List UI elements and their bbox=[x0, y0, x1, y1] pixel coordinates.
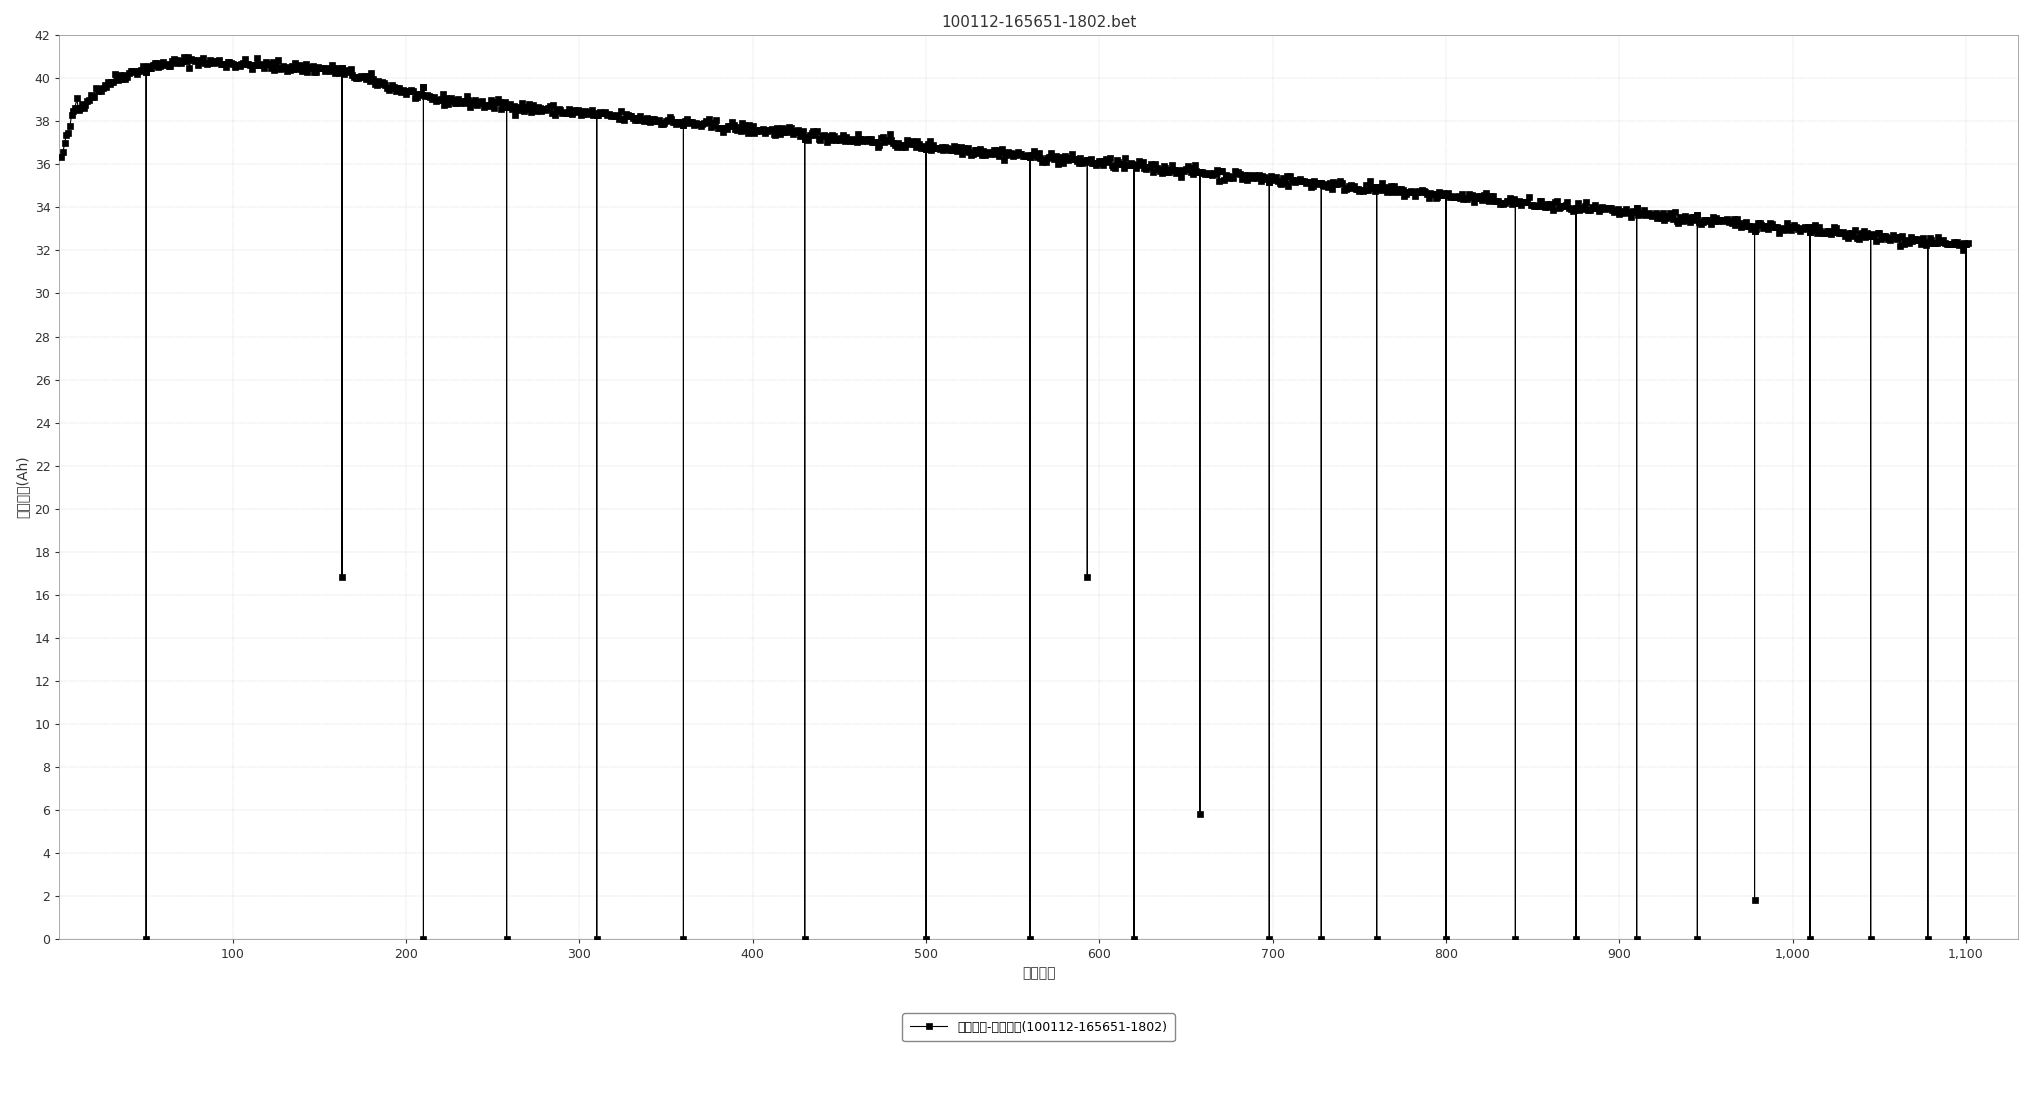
循环序号-放电容量(100112-165651-1802) bbox=[175, 50, 199, 64]
Y-axis label: 放电容量(Ah): 放电容量(Ah) bbox=[14, 456, 28, 519]
循环序号-放电容量(100112-165651-1802) bbox=[49, 150, 73, 163]
Line: 循环序号-放电容量(100112-165651-1802): 循环序号-放电容量(100112-165651-1802) bbox=[59, 54, 1969, 941]
循环序号-放电容量(100112-165651-1802) bbox=[1528, 195, 1552, 208]
循环序号-放电容量(100112-165651-1802) bbox=[134, 932, 158, 946]
Title: 100112-165651-1802.bet: 100112-165651-1802.bet bbox=[941, 15, 1136, 30]
循环序号-放电容量(100112-165651-1802) bbox=[666, 115, 691, 129]
循环序号-放电容量(100112-165651-1802) bbox=[1796, 225, 1821, 238]
循环序号-放电容量(100112-165651-1802) bbox=[973, 146, 998, 160]
循环序号-放电容量(100112-165651-1802) bbox=[746, 123, 770, 136]
循环序号-放电容量(100112-165651-1802) bbox=[532, 104, 557, 117]
X-axis label: 循环序号: 循环序号 bbox=[1022, 966, 1055, 980]
Legend: 循环序号-放电容量(100112-165651-1802): 循环序号-放电容量(100112-165651-1802) bbox=[902, 1013, 1174, 1041]
循环序号-放电容量(100112-165651-1802) bbox=[1955, 236, 1979, 249]
